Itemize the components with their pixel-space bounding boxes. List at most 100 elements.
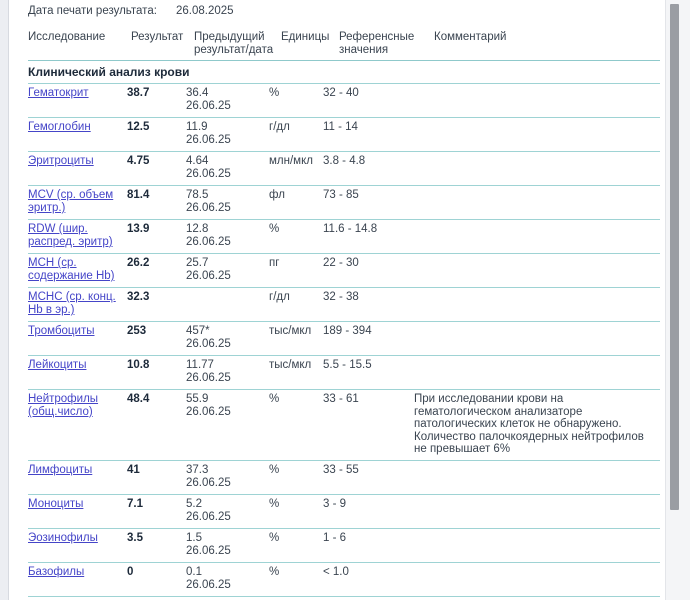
table-row: Базофилы 0 0.1 26.06.25% < 1.0	[28, 561, 660, 596]
previous-value: 37.3	[186, 463, 209, 476]
analyte-name[interactable]: MCHC (ср. конц. Hb в эр.)	[28, 291, 127, 317]
previous-result: 12.8 26.06.25	[186, 223, 269, 249]
units-value: тыс/мкл	[269, 325, 312, 337]
analyte-name[interactable]: Базофилы	[28, 566, 127, 579]
table-row: Гемоглобин 12.5 11.9 26.06.25 г/дл 11 - 14	[28, 117, 660, 151]
previous-value: 25.7	[186, 257, 209, 269]
units-value: %	[269, 463, 280, 476]
column-header-units: Единицы	[281, 31, 330, 43]
column-header-comment: Комментарий	[434, 31, 507, 43]
previous-date: 26.06.25	[186, 476, 231, 489]
table-row: Эритроциты 4.75 4.64 26.06.25 млн/мкл 3.8 - 4…	[28, 151, 660, 185]
analyte-name[interactable]: Лейкоциты	[28, 359, 127, 372]
result-value: 0	[127, 565, 134, 578]
previous-value: 4.64	[186, 155, 209, 167]
previous-result: 457* 26.06.25	[186, 325, 269, 351]
units-value: г/дл	[269, 291, 290, 303]
analyte-link[interactable]: Лимфоциты	[28, 463, 93, 476]
analyte-name[interactable]: MCV (ср. объем эритр.)	[28, 189, 127, 215]
analyte-name[interactable]: Тромбоциты	[28, 325, 127, 338]
result-value: 26.2	[127, 257, 150, 269]
previous-result: 11.77 26.06.25	[186, 359, 269, 385]
analyte-name[interactable]: Лимфоциты	[28, 464, 127, 477]
previous-result: 36.4 26.06.25	[186, 87, 269, 113]
table-row: Нейтрофилы (общ.число) 48.4 55.9 26.06.25% 3…	[28, 389, 660, 460]
reference-range: 11 - 14	[323, 121, 358, 133]
table-header-row: Исследование Результат Предыдущий резуль…	[28, 31, 660, 60]
analyte-name[interactable]: MCH (ср. содержание Hb)	[28, 257, 127, 283]
analyte-link[interactable]: Гематокрит	[28, 87, 89, 99]
table-row: MCV (ср. объем эритр.) 81.4 78.5 26.06.25 фл…	[28, 185, 660, 219]
analyte-link[interactable]: Моноциты	[28, 497, 84, 510]
analyte-name[interactable]: Гемоглобин	[28, 121, 127, 134]
previous-value: 457*	[186, 325, 210, 337]
reference-range: 22 - 30	[323, 257, 359, 269]
vertical-scrollbar-thumb[interactable]	[670, 4, 679, 510]
reference-range: < 1.0	[323, 565, 349, 578]
units-value: пг	[269, 257, 280, 269]
column-header-result: Результат	[131, 31, 184, 43]
previous-value: 78.5	[186, 189, 209, 201]
result-value: 4.75	[127, 155, 150, 167]
previous-date: 26.06.25	[186, 270, 231, 282]
previous-date: 26.06.25	[186, 202, 231, 214]
previous-result: 78.5 26.06.25	[186, 189, 269, 215]
print-date-row: Дата печати результата: 26.08.2025	[28, 0, 660, 22]
analyte-link[interactable]: Лейкоциты	[28, 359, 87, 371]
previous-result: 0.1 26.06.25	[186, 566, 269, 592]
units-value: %	[269, 531, 280, 544]
analyte-link[interactable]: RDW (шир. распред. эритр)	[28, 223, 113, 248]
reference-range: 11.6 - 14.8	[323, 223, 378, 235]
result-value: 32.3	[127, 291, 150, 303]
analyte-name[interactable]: Нейтрофилы (общ.число)	[28, 393, 127, 419]
units-value: тыс/мкл	[269, 359, 312, 371]
analyte-link[interactable]: MCH (ср. содержание Hb)	[28, 257, 115, 282]
reference-range: 189 - 394	[323, 325, 372, 337]
analyte-name[interactable]: Гематокрит	[28, 87, 127, 100]
table-row: Моноциты 7.1 5.2 26.06.25% 3 - 9	[28, 493, 660, 528]
result-value: 3.5	[127, 531, 143, 544]
previous-value: 11.77	[186, 359, 214, 371]
result-value: 48.4	[127, 393, 150, 405]
analyte-name[interactable]: Моноциты	[28, 498, 127, 511]
analyte-link[interactable]: Эритроциты	[28, 155, 94, 167]
previous-date: 26.06.25	[186, 372, 231, 384]
previous-date: 26.06.25	[186, 406, 231, 418]
reference-range: 32 - 40	[323, 87, 359, 99]
previous-result: 55.9 26.06.25	[186, 393, 269, 419]
analyte-link[interactable]: MCHC (ср. конц. Hb в эр.)	[28, 291, 116, 316]
reference-range: 33 - 61	[323, 393, 359, 405]
previous-value: 55.9	[186, 393, 209, 405]
result-value: 253	[127, 325, 147, 337]
units-value: фл	[269, 189, 285, 201]
analyte-link[interactable]: MCV (ср. объем эритр.)	[28, 189, 114, 214]
units-value: млн/мкл	[269, 155, 313, 167]
units-value: %	[269, 87, 280, 99]
column-header-previous: Предыдущий результат/дата	[194, 31, 274, 56]
reference-range: 33 - 55	[323, 463, 359, 476]
analyte-name[interactable]: Эритроциты	[28, 155, 127, 168]
analyte-name[interactable]: RDW (шир. распред. эритр)	[28, 223, 127, 249]
previous-result: 37.3 26.06.25	[186, 464, 269, 490]
units-value: %	[269, 223, 280, 235]
analyte-link[interactable]: Тромбоциты	[28, 325, 95, 337]
table-row: Гематокрит 38.7 36.4 26.06.25% 32 - 40	[28, 83, 660, 117]
page-left-margin	[0, 0, 9, 600]
analyte-link[interactable]: Эозинофилы	[28, 531, 98, 544]
analyte-link[interactable]: Гемоглобин	[28, 121, 91, 133]
analyte-link[interactable]: Базофилы	[28, 565, 85, 578]
table-row: MCHC (ср. конц. Hb в эр.) 32.3 г/дл 32 - 38	[28, 287, 660, 321]
analyte-link[interactable]: Нейтрофилы (общ.число)	[28, 393, 99, 418]
previous-date: 26.06.25	[186, 544, 231, 557]
analyte-name[interactable]: Эозинофилы	[28, 532, 127, 545]
table-row: MCH (ср. содержание Hb) 26.2 25.7 26.06.25 п…	[28, 253, 660, 287]
previous-date: 26.06.25	[186, 578, 231, 591]
previous-result: 11.9 26.06.25	[186, 121, 269, 147]
previous-value: 36.4	[186, 87, 209, 99]
lab-report-document: Дата печати результата: 26.08.2025 Иссле…	[9, 0, 666, 600]
column-header-reference: Референсные значения	[339, 31, 415, 56]
previous-result: 25.7 26.06.25	[186, 257, 269, 283]
vertical-scrollbar-track[interactable]	[670, 0, 685, 600]
results-table-body: Гематокрит 38.7 36.4 26.06.25% 32 - 40 Гемогл…	[28, 83, 660, 600]
